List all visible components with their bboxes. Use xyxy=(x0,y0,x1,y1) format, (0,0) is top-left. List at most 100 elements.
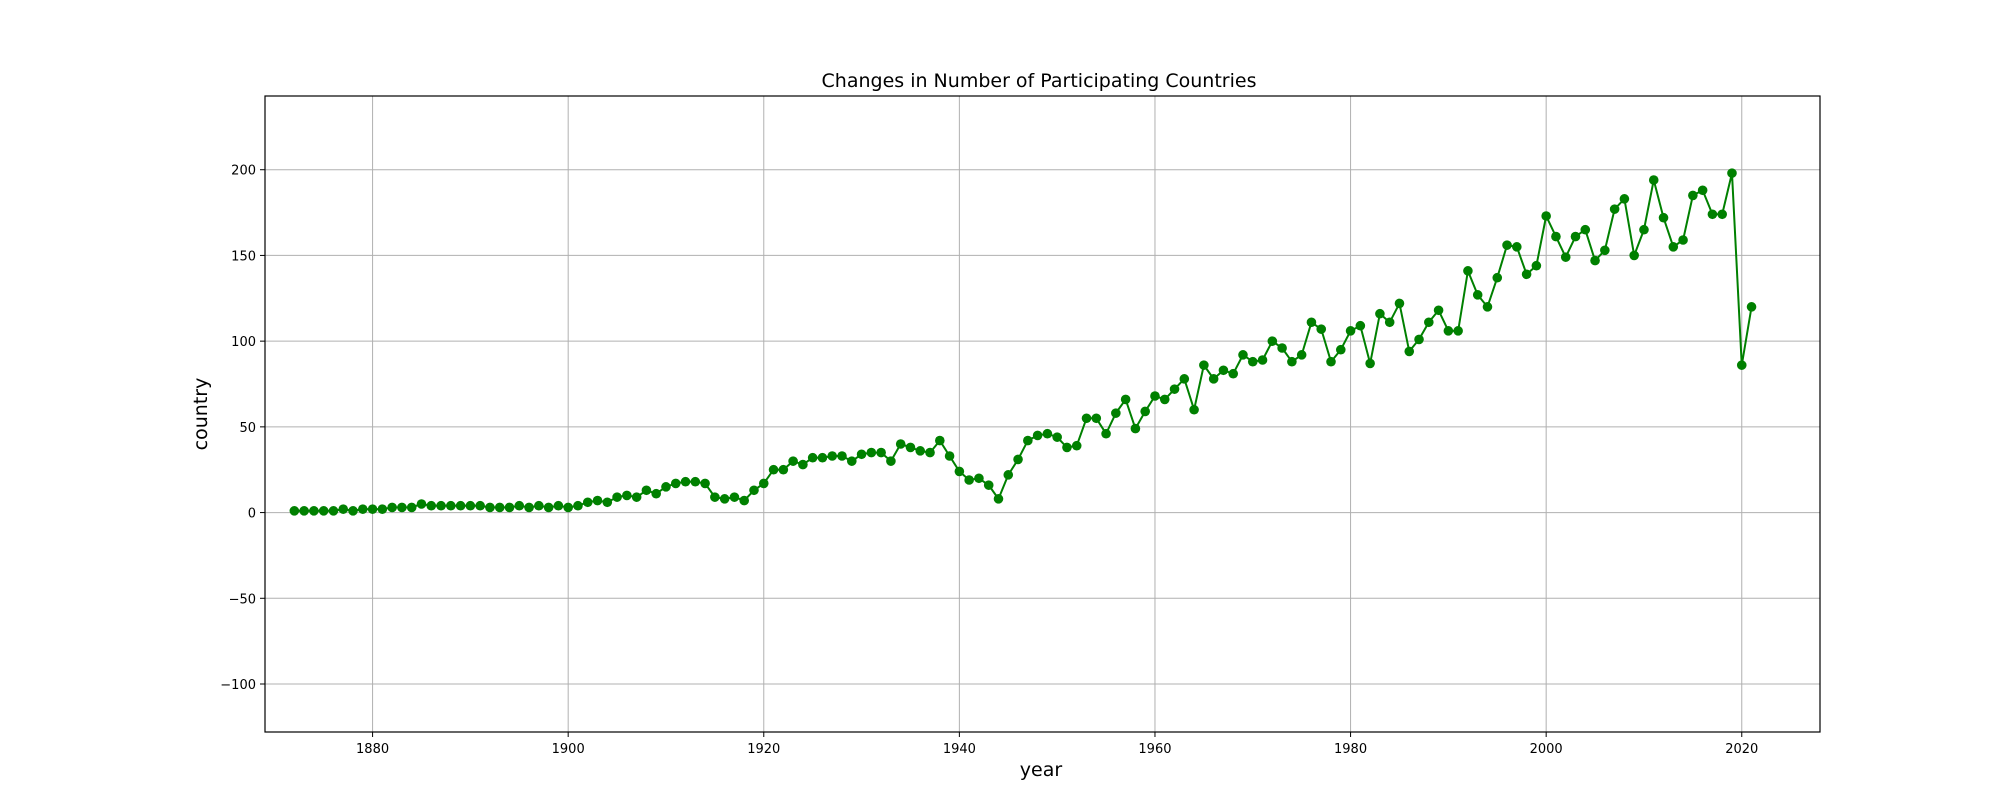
data-point xyxy=(670,478,681,489)
data-point xyxy=(1238,350,1248,360)
data-point xyxy=(1013,454,1023,465)
x-axis-label: year xyxy=(1020,759,1063,781)
data-point xyxy=(925,447,935,458)
data-point xyxy=(299,506,309,516)
data-point xyxy=(866,447,877,458)
data-point xyxy=(680,476,691,487)
data-point xyxy=(1316,324,1327,334)
data-point xyxy=(397,502,407,513)
x-axis-ticks: 1880 1900 1920 1940 1960 1980 2000 2020 xyxy=(356,732,1758,757)
data-point xyxy=(1375,308,1385,319)
data-point xyxy=(475,500,485,511)
y-axis-ticks: −100 −50 0 50 100 150 200 xyxy=(220,164,265,693)
data-point xyxy=(1658,212,1669,223)
data-point xyxy=(1199,360,1209,370)
data-point xyxy=(778,464,789,475)
x-tick-label: 2000 xyxy=(1530,742,1563,757)
data-point xyxy=(944,451,955,461)
data-point xyxy=(1306,317,1317,328)
data-point xyxy=(788,456,798,466)
data-point xyxy=(387,502,397,513)
data-point xyxy=(1062,442,1072,453)
data-point xyxy=(1707,209,1718,220)
data-point xyxy=(1394,298,1405,309)
data-point xyxy=(592,495,603,506)
data-point xyxy=(1179,374,1190,384)
data-point xyxy=(1697,185,1708,196)
data-point xyxy=(1482,302,1493,312)
data-point xyxy=(1580,224,1591,235)
data-point xyxy=(1512,242,1522,252)
data-point xyxy=(1140,406,1150,417)
data-point xyxy=(1736,360,1747,370)
data-point xyxy=(1345,326,1356,336)
x-tick-label: 1940 xyxy=(943,742,976,757)
data-point xyxy=(1570,231,1581,242)
data-point xyxy=(416,499,427,509)
data-point xyxy=(1639,224,1649,235)
data-point xyxy=(338,504,349,514)
data-point xyxy=(1111,408,1121,418)
data-point xyxy=(1218,365,1229,376)
data-point xyxy=(1590,255,1600,266)
data-point xyxy=(1052,432,1062,442)
y-axis-label: country xyxy=(190,378,212,451)
data-point xyxy=(1296,350,1307,360)
data-point xyxy=(1023,435,1033,446)
data-point xyxy=(807,452,818,463)
data-point xyxy=(1228,368,1239,379)
data-point xyxy=(1531,260,1542,271)
data-point xyxy=(895,439,906,449)
data-point xyxy=(446,500,456,511)
data-point xyxy=(465,500,476,511)
data-point xyxy=(905,442,916,453)
data-point xyxy=(1365,358,1375,369)
data-point xyxy=(798,459,808,470)
data-point xyxy=(1257,355,1268,365)
data-point xyxy=(1355,320,1366,331)
data-point xyxy=(309,506,319,516)
data-point xyxy=(524,502,534,513)
y-tick-label: −100 xyxy=(220,678,256,693)
data-point xyxy=(641,485,652,496)
data-point xyxy=(661,482,671,492)
data-point xyxy=(856,449,867,460)
data-point xyxy=(1032,430,1043,441)
data-point xyxy=(1081,413,1092,424)
data-point xyxy=(436,500,446,511)
data-point xyxy=(553,500,564,511)
data-point xyxy=(504,502,515,513)
data-point xyxy=(886,456,896,466)
data-point xyxy=(1521,269,1532,280)
data-point xyxy=(954,466,965,477)
x-tick-label: 1960 xyxy=(1138,742,1171,757)
data-point xyxy=(318,506,329,516)
data-point xyxy=(1688,190,1698,201)
data-point xyxy=(1071,440,1082,451)
data-point xyxy=(1130,423,1141,434)
data-point xyxy=(1042,428,1053,439)
data-point xyxy=(710,492,720,502)
data-point xyxy=(612,492,622,502)
data-point xyxy=(1335,344,1346,355)
chart-title: Changes in Number of Participating Count… xyxy=(822,70,1257,92)
data-point xyxy=(1267,336,1278,346)
data-point xyxy=(1551,231,1561,242)
data-point xyxy=(1414,334,1424,345)
data-point xyxy=(700,478,710,489)
y-tick-label: −50 xyxy=(229,592,256,607)
plot-frame xyxy=(264,95,1821,733)
data-point xyxy=(1746,302,1757,312)
data-point xyxy=(1150,391,1160,401)
data-point xyxy=(915,446,926,456)
data-point xyxy=(1717,209,1727,220)
data-point xyxy=(1091,413,1102,424)
data-point xyxy=(622,490,632,501)
data-point xyxy=(1101,428,1111,439)
data-point xyxy=(993,494,1004,504)
data-point xyxy=(377,504,388,514)
data-point xyxy=(582,497,593,508)
data-point xyxy=(602,497,613,508)
x-tick-label: 1920 xyxy=(747,742,780,757)
